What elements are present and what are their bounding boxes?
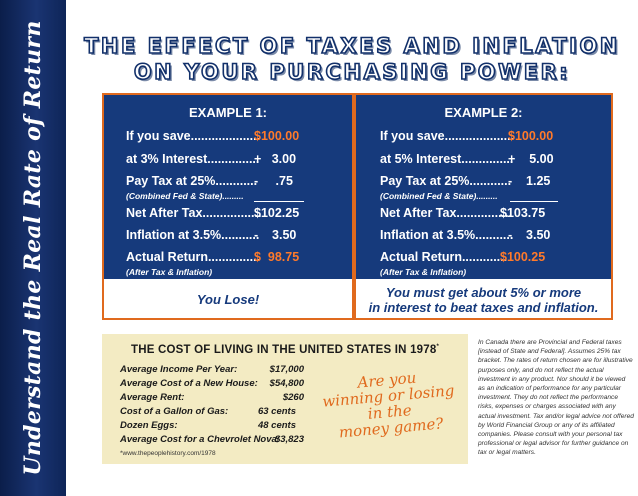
example-2-panel: EXAMPLE 2: If you save..................… [354, 93, 613, 320]
example-1-inflation-row: Inflation at 3.5%........... - 3.50 [126, 228, 342, 242]
example-2-tax-note: (Combined Fed & State)......... [380, 191, 601, 201]
actual-note: (After Tax & Inflation) [126, 267, 213, 277]
cost-of-living-title-text: THE COST OF LIVING IN THE UNITED STATES … [131, 344, 437, 356]
inflation-label: Inflation at 3.5%........... [126, 228, 260, 242]
cost-of-living-title: THE COST OF LIVING IN THE UNITED STATES … [102, 344, 468, 356]
example-1-interest-row: at 3% Interest............... + 3.00 [126, 152, 342, 166]
example-1-save-row: If you save.................... $100.00 [126, 129, 342, 143]
example-1-panel: EXAMPLE 1: If you save..................… [102, 93, 354, 320]
col-label-rent: Average Rent: [120, 392, 185, 403]
cost-of-living-box: THE COST OF LIVING IN THE UNITED STATES … [102, 334, 468, 464]
save-label: If you save.................... [380, 129, 515, 143]
example-2-heading: EXAMPLE 2: [444, 105, 523, 120]
example-2-actual-row: Actual Return............. $100.25 [380, 250, 601, 264]
example-1-net-row: Net After Tax................. $102.25 [126, 206, 342, 220]
sidebar-banner: Understand the Real Rate of Return [0, 0, 66, 496]
interest-value: + 3.00 [254, 152, 297, 166]
inflation-label: Inflation at 3.5%........... [380, 228, 514, 242]
save-value: $100.00 [254, 129, 300, 143]
actual-note: (After Tax & Inflation) [380, 267, 467, 277]
col-value-house: $54,800 [269, 378, 304, 389]
col-label-income: Average Income Per Year: [120, 364, 238, 375]
title-footnote-mark: * [436, 344, 439, 351]
disclaimer-text: In Canada there are Provincial and Feder… [478, 339, 634, 457]
tax-label: Pay Tax at 25%............ [126, 174, 258, 188]
example-1-body: EXAMPLE 1: If you save..................… [104, 95, 352, 279]
col-value-income: $17,000 [269, 364, 304, 375]
inflation-value: - 3.50 [508, 228, 551, 242]
example-2-footer: You must get about 5% or more in interes… [356, 279, 611, 320]
example-1-divider [254, 201, 304, 202]
tax-value: - 1.25 [508, 174, 551, 188]
example-2-interest-row: at 5% Interest............... + 5.00 [380, 152, 601, 166]
source-footnote: *www.thepeoplehistory.com/1978 [120, 450, 216, 457]
col-value-rent: $260 [282, 392, 304, 403]
save-label: If you save.................... [126, 129, 261, 143]
actual-label: Actual Return............... [126, 250, 261, 264]
tax-note: (Combined Fed & State)......... [380, 191, 498, 201]
tax-value: - .75 [254, 174, 293, 188]
example-2-actual-note: (After Tax & Inflation) [380, 267, 601, 277]
example-2-inflation-row: Inflation at 3.5%........... - 3.50 [380, 228, 601, 242]
example-2-tax-row: Pay Tax at 25%............ - 1.25 [380, 174, 601, 188]
inflation-value: - 3.50 [254, 228, 297, 242]
sidebar-text: Understand the Real Rate of Return [20, 20, 46, 476]
interest-label: at 3% Interest............... [126, 152, 260, 166]
example-1-footer: You Lose! [196, 292, 260, 307]
tax-label: Pay Tax at 25%............ [380, 174, 512, 188]
example-2-save-row: If you save.................... $100.00 [380, 129, 601, 143]
col-label-gas: Cost of a Gallon of Gas: [120, 406, 229, 417]
actual-label: Actual Return............. [380, 250, 508, 264]
interest-label: at 5% Interest............... [380, 152, 514, 166]
col-value-nova: $3,823 [274, 434, 304, 445]
example-2-footer-line1: You must get about 5% or more [385, 284, 582, 300]
col-label-house: Average Cost of a New House: [120, 378, 258, 389]
interest-value: + 5.00 [508, 152, 554, 166]
col-value-eggs: 48 cents [257, 420, 296, 431]
example-1-tax-note: (Combined Fed & State)......... [126, 191, 342, 201]
col-value-gas: 63 cents [257, 406, 296, 417]
example-2-divider [510, 201, 558, 202]
save-value: $100.00 [508, 129, 554, 143]
example-2-footer-line2: in interest to beat taxes and inflation. [368, 299, 599, 315]
net-label: Net After Tax................ [380, 206, 512, 220]
page-title-line1: THE EFFECT OF TAXES AND INFLATION [83, 33, 620, 59]
col-label-nova: Average Cost for a Chevrolet Nova: [120, 434, 280, 445]
example-2-net-row: Net After Tax................ $103.75 [380, 206, 601, 220]
money-game-callout: Are you winning or losing in the money g… [311, 366, 466, 443]
example-1-actual-row: Actual Return............... $ 98.75 [126, 250, 342, 264]
example-1-tax-row: Pay Tax at 25%............ - .75 [126, 174, 342, 188]
example-1-actual-note: (After Tax & Inflation) [126, 267, 342, 277]
page-title-line2: ON YOUR PURCHASING POWER: [133, 59, 571, 85]
tax-note: (Combined Fed & State)......... [126, 191, 244, 201]
net-label: Net After Tax................. [126, 206, 262, 220]
net-value: $103.75 [500, 206, 546, 220]
example-2-body: EXAMPLE 2: If you save..................… [356, 95, 611, 279]
actual-value: $ 98.75 [254, 250, 300, 264]
actual-value: $100.25 [500, 250, 546, 264]
example-1-heading: EXAMPLE 1: [188, 105, 267, 120]
col-label-eggs: Dozen Eggs: [120, 420, 178, 431]
net-value: $102.25 [254, 206, 300, 220]
